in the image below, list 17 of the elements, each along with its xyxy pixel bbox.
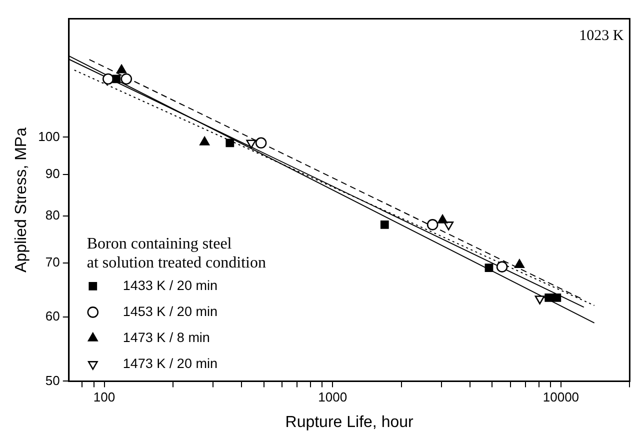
legend-label: 1433 K / 20 min <box>122 278 218 293</box>
annotation: 1023 K <box>579 28 624 44</box>
x-tick-label: 10000 <box>542 390 580 405</box>
x-axis-title: Rupture Life, hour <box>285 414 414 431</box>
y-tick-label: 60 <box>45 308 60 324</box>
legend-label: 1473 K / 8 min <box>122 330 210 345</box>
y-axis-title: Applied Stress, MPa <box>13 127 30 272</box>
legend-label: 1473 K / 20 min <box>122 356 218 371</box>
y-tick-label: 100 <box>38 128 60 144</box>
legend-title: Boron containing steel at solution treated condition <box>86 235 266 272</box>
y-tick-label: 50 <box>45 372 60 388</box>
y-tick-label: 80 <box>45 207 60 222</box>
x-tick-label: 1000 <box>318 390 348 405</box>
y-tick-label: 70 <box>45 254 60 270</box>
x-tick-label: 100 <box>93 390 116 405</box>
legend-label: 1453 K / 20 min <box>122 304 218 319</box>
y-tick-label: 90 <box>45 166 60 181</box>
